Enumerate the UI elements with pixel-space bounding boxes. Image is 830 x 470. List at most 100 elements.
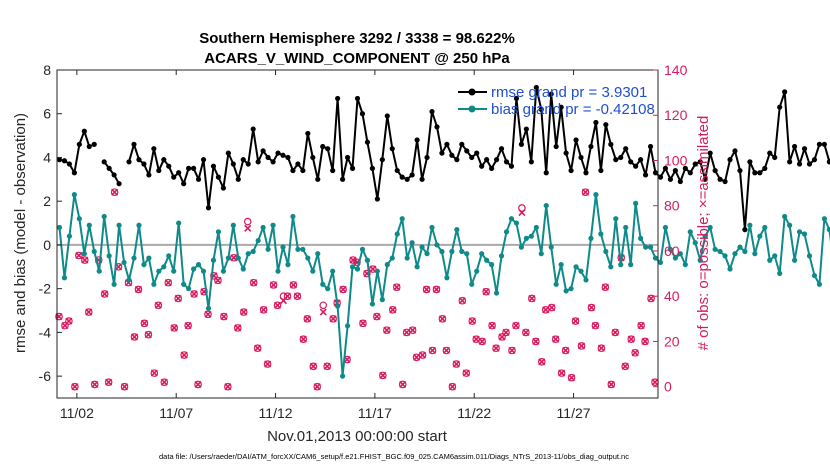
rmse-point <box>161 157 167 163</box>
rmse-point <box>369 165 376 171</box>
bias-point <box>315 251 321 257</box>
bias-point <box>61 275 68 281</box>
obs-count-markers <box>55 188 659 391</box>
obs-assimilated-point <box>601 283 609 291</box>
bias-point <box>205 305 212 311</box>
bias-point <box>573 264 579 270</box>
bias-point <box>638 235 644 241</box>
bias-point <box>235 255 241 261</box>
footnote: data file: /Users/raeder/DAI/ATM_forcXX/… <box>159 452 629 461</box>
rmse-point <box>553 143 559 150</box>
rmse-point <box>677 178 683 185</box>
obs-possible-point <box>373 312 381 321</box>
obs-possible-point <box>313 382 322 391</box>
rmse-point <box>732 148 738 154</box>
obs-assimilated-point <box>289 281 297 289</box>
obs-possible-point <box>518 204 526 212</box>
bias-point <box>136 222 142 228</box>
obs-assimilated-point <box>472 335 480 343</box>
bias-point <box>697 257 703 263</box>
rmse-point <box>245 161 251 167</box>
bias-point <box>677 251 683 257</box>
obs-possible-point <box>164 278 173 287</box>
rmse-point <box>737 167 743 174</box>
obs-possible-point <box>601 283 610 291</box>
bias-point <box>712 246 718 252</box>
obs-assimilated-point <box>260 306 268 314</box>
rmse-point <box>146 172 152 178</box>
rmse-point <box>230 161 236 167</box>
obs-assimilated-point <box>105 378 113 386</box>
obs-assimilated-point <box>627 335 635 343</box>
rmse-point <box>131 141 137 147</box>
bias-point <box>777 270 783 276</box>
y-left-tick-label: -2 <box>39 281 52 297</box>
obs-possible-point <box>110 188 119 196</box>
obs-possible-point <box>243 217 252 226</box>
bias-point <box>364 257 371 263</box>
rmse-point <box>195 176 202 182</box>
bias-point <box>772 253 778 259</box>
obs-possible-point <box>512 321 520 330</box>
rmse-point <box>757 170 763 176</box>
obs-assimilated-point <box>611 328 619 336</box>
rmse-point <box>484 157 490 163</box>
bias-point <box>672 255 678 261</box>
bias-point <box>121 259 127 266</box>
obs-possible-point <box>438 315 447 323</box>
rmse-point <box>310 154 316 161</box>
obs-assimilated-point <box>273 301 282 309</box>
obs-possible-point <box>567 373 576 382</box>
rmse-point <box>826 159 830 165</box>
obs-assimilated-point <box>85 308 93 316</box>
rmse-point <box>821 141 827 147</box>
obs-possible-point <box>71 382 79 391</box>
obs-assimilated-point <box>250 279 258 287</box>
bias-point <box>687 229 693 235</box>
obs-possible-point <box>383 326 391 334</box>
rmse-point <box>533 84 539 91</box>
obs-assimilated-point <box>190 290 198 298</box>
rmse-point <box>434 124 440 130</box>
rmse-point <box>285 154 291 161</box>
obs-assimilated-point <box>587 303 596 312</box>
obs-possible-point <box>581 188 590 196</box>
bias-point <box>439 248 445 255</box>
rmse-point <box>469 154 475 161</box>
rmse-point <box>667 176 674 182</box>
bias-point <box>538 251 544 257</box>
bias-point <box>826 227 830 233</box>
rmse-point <box>752 170 758 176</box>
bias-point <box>493 290 500 296</box>
rmse-point <box>255 159 261 165</box>
obs-assimilated-point <box>413 353 421 361</box>
obs-assimilated-point <box>399 380 407 388</box>
bias-point <box>752 251 758 257</box>
bias-point <box>464 251 470 257</box>
rmse-point <box>181 181 187 187</box>
obs-assimilated-point <box>174 294 182 303</box>
obs-possible-point <box>422 285 431 294</box>
bias-point <box>409 240 415 246</box>
obs-possible-point <box>462 369 471 377</box>
bias-point <box>141 262 147 268</box>
bias-point <box>56 224 63 231</box>
rmse-point <box>359 111 366 117</box>
obs-possible-point <box>299 335 308 343</box>
rmse-point <box>459 141 465 147</box>
obs-assimilated-point <box>234 324 242 332</box>
rmse-point <box>364 139 371 145</box>
rmse-point <box>647 143 654 150</box>
obs-assimilated-point <box>383 326 391 334</box>
bias-point <box>811 272 818 279</box>
y-left-tick-label: 6 <box>43 106 51 122</box>
obs-possible-point <box>134 285 143 294</box>
obs-assimilated-point <box>299 335 307 343</box>
bias-point <box>344 323 351 329</box>
rmse-point <box>439 150 445 156</box>
obs-possible-point <box>561 346 570 355</box>
rmse-point <box>275 150 281 156</box>
bias-point <box>131 255 137 261</box>
rmse-point <box>335 95 341 102</box>
bias-point <box>652 255 659 261</box>
